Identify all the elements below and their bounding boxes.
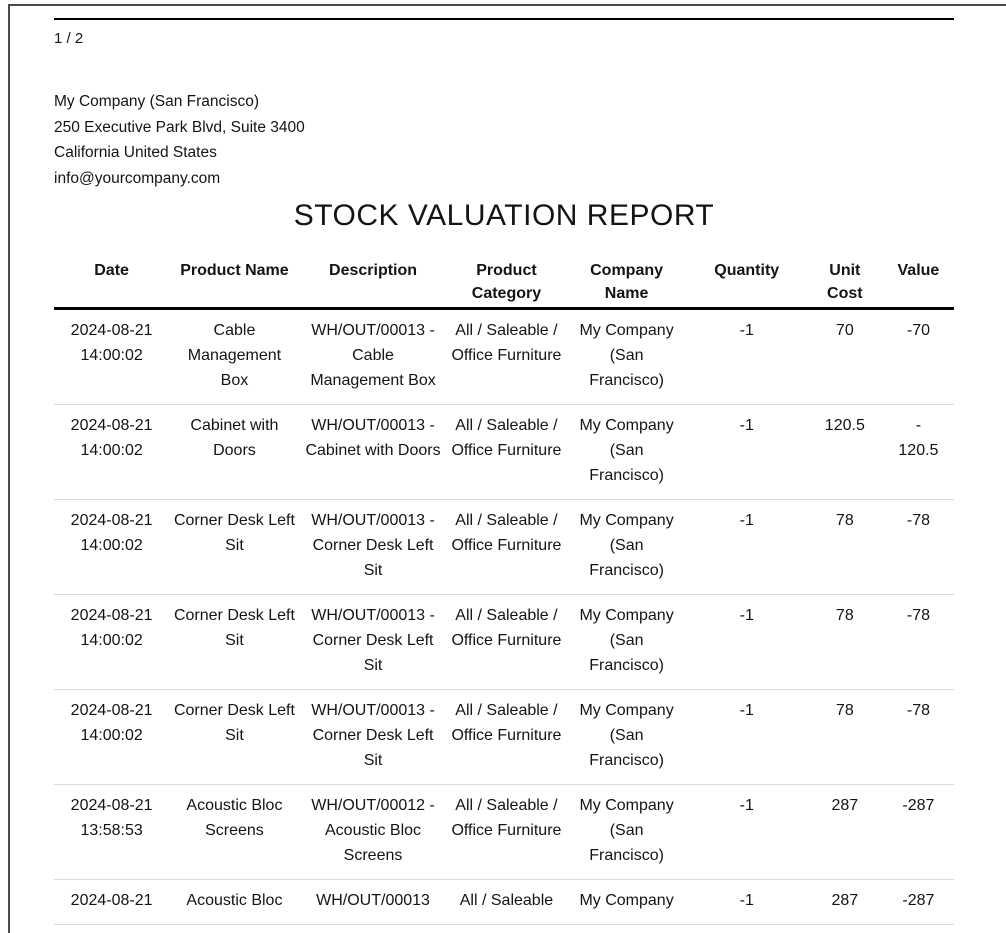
company-name: My Company (San Francisco): [54, 93, 260, 110]
cell-company-name: My Company (San Francisco): [579, 512, 674, 579]
cell-quantity: -1: [739, 322, 754, 339]
cell-unit-cost: 70: [835, 322, 854, 339]
stock-valuation-table: Date Product Name Description Product Ca…: [54, 253, 954, 925]
cell-unit-cost: 78: [835, 607, 854, 624]
company-address-line2: California United States: [54, 144, 217, 161]
cell-date: 2024-08-21: [70, 892, 153, 909]
cell-company-name: My Company (San Francisco): [579, 607, 674, 674]
cell-product-category: All / Saleable / Office Furniture: [451, 322, 562, 364]
table-row: 2024-08-21 14:00:02 Cable Management Box…: [54, 309, 954, 405]
cell-product-name: Cable Management Box: [187, 322, 282, 389]
cell-quantity: -1: [739, 512, 754, 529]
cell-description: WH/OUT/00013: [316, 892, 430, 909]
cell-date: 2024-08-21 14:00:02: [70, 607, 153, 649]
table-row: 2024-08-21 14:00:02 Corner Desk Left Sit…: [54, 595, 954, 690]
cell-quantity: -1: [739, 797, 754, 814]
cell-value: -70: [906, 322, 930, 339]
page-top-rule: [54, 18, 954, 20]
cell-value: - 120.5: [898, 417, 939, 459]
page-number: 1 / 2: [54, 30, 84, 47]
cell-description: WH/OUT/00013 - Corner Desk Left Sit: [311, 702, 435, 769]
table-row: 2024-08-21 14:00:02 Cabinet with Doors W…: [54, 405, 954, 500]
cell-unit-cost: 78: [835, 702, 854, 719]
cell-product-category: All / Saleable / Office Furniture: [451, 417, 562, 459]
cell-value: -78: [906, 607, 930, 624]
cell-date: 2024-08-21 13:58:53: [70, 797, 153, 839]
cell-product-name: Acoustic Bloc: [186, 892, 283, 909]
cell-product-name: Corner Desk Left Sit: [173, 702, 295, 744]
cell-quantity: -1: [739, 607, 754, 624]
cell-product-category: All / Saleable / Office Furniture: [451, 512, 562, 554]
header-description: Description: [329, 262, 418, 279]
header-product-name: Product Name: [180, 262, 289, 279]
cell-product-name: Cabinet with Doors: [190, 417, 279, 459]
cell-description: WH/OUT/00013 - Corner Desk Left Sit: [311, 512, 435, 579]
cell-unit-cost: 287: [831, 797, 859, 814]
cell-company-name: My Company (San Francisco): [579, 417, 674, 484]
table-row: 2024-08-21 14:00:02 Corner Desk Left Sit…: [54, 500, 954, 595]
cell-company-name: My Company (San Francisco): [579, 702, 674, 769]
cell-unit-cost: 78: [835, 512, 854, 529]
document-viewer-frame: 1 / 2 My Company (San Francisco) 250 Exe…: [8, 4, 1006, 933]
header-unit-cost: Unit Cost: [827, 262, 863, 302]
cell-value: -78: [906, 702, 930, 719]
table-row: 2024-08-21 14:00:02 Corner Desk Left Sit…: [54, 690, 954, 785]
header-quantity: Quantity: [714, 262, 780, 279]
cell-value: -287: [902, 892, 935, 909]
report-title: STOCK VALUATION REPORT: [293, 199, 715, 232]
cell-product-name: Corner Desk Left Sit: [173, 512, 295, 554]
header-company-name: Company Name: [590, 262, 664, 302]
company-address-block: My Company (San Francisco) 250 Executive…: [54, 89, 954, 191]
cell-company-name: My Company: [579, 892, 674, 909]
table-body: 2024-08-21 14:00:02 Cable Management Box…: [54, 309, 954, 925]
cell-description: WH/OUT/00013 - Cable Management Box: [310, 322, 436, 389]
cell-quantity: -1: [739, 892, 754, 909]
cell-date: 2024-08-21 14:00:02: [70, 512, 153, 554]
company-email: info@yourcompany.com: [54, 169, 221, 187]
cell-value: -78: [906, 512, 930, 529]
cell-quantity: -1: [739, 417, 754, 434]
cell-product-category: All / Saleable / Office Furniture: [451, 797, 562, 839]
cell-date: 2024-08-21 14:00:02: [70, 417, 153, 459]
cell-date: 2024-08-21 14:00:02: [70, 322, 153, 364]
cell-product-name: Corner Desk Left Sit: [173, 607, 295, 649]
cell-description: WH/OUT/00013 - Corner Desk Left Sit: [311, 607, 435, 674]
table-header-row: Date Product Name Description Product Ca…: [54, 253, 954, 309]
header-date: Date: [94, 262, 129, 279]
header-value: Value: [897, 262, 940, 279]
company-address-line1: 250 Executive Park Blvd, Suite 3400: [54, 118, 305, 136]
cell-company-name: My Company (San Francisco): [579, 322, 674, 389]
cell-product-category: All / Saleable / Office Furniture: [451, 702, 562, 744]
cell-quantity: -1: [739, 702, 754, 719]
report-page: 1 / 2 My Company (San Francisco) 250 Exe…: [10, 18, 1006, 925]
cell-date: 2024-08-21 14:00:02: [70, 702, 153, 744]
cell-description: WH/OUT/00013 - Cabinet with Doors: [305, 417, 441, 459]
cell-product-category: All / Saleable / Office Furniture: [451, 607, 562, 649]
cell-unit-cost: 287: [831, 892, 859, 909]
table-row: 2024-08-21 13:58:53 Acoustic Bloc Screen…: [54, 785, 954, 880]
table-row: 2024-08-21 Acoustic Bloc WH/OUT/00013 Al…: [54, 880, 954, 925]
cell-value: -287: [902, 797, 935, 814]
cell-product-name: Acoustic Bloc Screens: [186, 797, 283, 839]
cell-unit-cost: 120.5: [824, 417, 865, 434]
cell-description: WH/OUT/00012 - Acoustic Bloc Screens: [311, 797, 435, 864]
cell-company-name: My Company (San Francisco): [579, 797, 674, 864]
header-product-category: Product Category: [471, 262, 542, 302]
cell-product-category: All / Saleable: [459, 892, 554, 909]
